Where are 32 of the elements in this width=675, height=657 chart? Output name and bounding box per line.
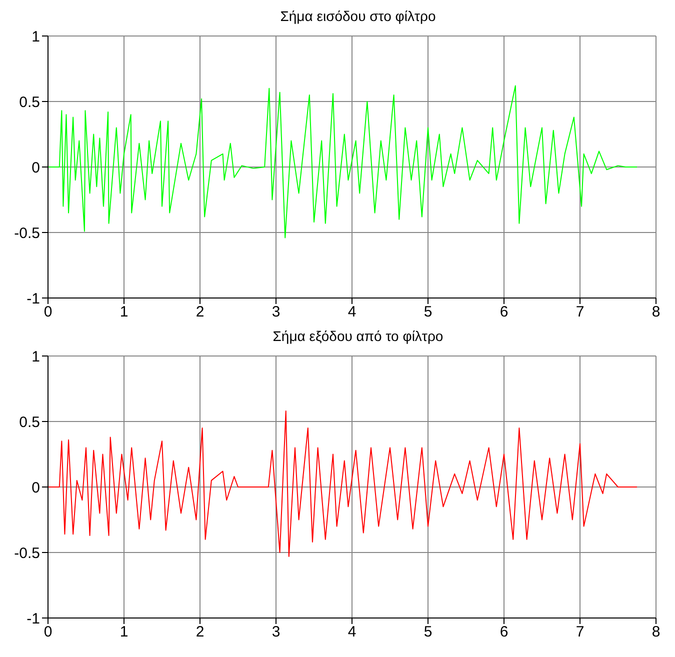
x-tick-label: 3 <box>272 304 280 321</box>
line-series <box>48 410 638 557</box>
y-tick-label: 1 <box>32 28 40 46</box>
x-tick-label: 8 <box>652 624 660 641</box>
x-tick-label: 5 <box>424 624 432 641</box>
chart-title: Σήμα εισόδου στο φίλτρο <box>279 8 437 26</box>
y-tick-label: -0.5 <box>14 544 40 562</box>
y-tick-label: -1 <box>26 290 40 308</box>
x-tick-label: 0 <box>44 624 52 641</box>
y-tick-label: 0 <box>32 479 40 496</box>
x-tick-label: 2 <box>196 304 204 321</box>
y-tick-label: 0.5 <box>19 414 40 431</box>
x-tick-label: 4 <box>348 624 356 641</box>
y-tick-label: -1 <box>26 610 40 628</box>
x-tick-label: 8 <box>652 304 660 321</box>
x-tick-label: 4 <box>348 304 356 321</box>
x-tick-label: 7 <box>576 304 584 321</box>
y-tick-label: -0.5 <box>14 224 40 242</box>
x-tick-label: 2 <box>196 624 204 641</box>
chart-title: Σήμα εξόδου από το φίλτρο <box>272 328 444 346</box>
x-tick-label: 6 <box>500 304 508 321</box>
x-tick-label: 3 <box>272 624 280 641</box>
x-tick-label: 1 <box>120 304 128 321</box>
x-tick-label: 5 <box>424 304 432 321</box>
y-tick-label: 0.5 <box>19 94 40 111</box>
x-tick-label: 7 <box>576 624 584 641</box>
x-tick-label: 1 <box>120 624 128 641</box>
y-tick-label: 0 <box>32 159 40 176</box>
x-tick-label: 6 <box>500 624 508 641</box>
y-tick-label: 1 <box>32 348 40 366</box>
x-tick-label: 0 <box>44 304 52 321</box>
line-series <box>48 85 638 238</box>
